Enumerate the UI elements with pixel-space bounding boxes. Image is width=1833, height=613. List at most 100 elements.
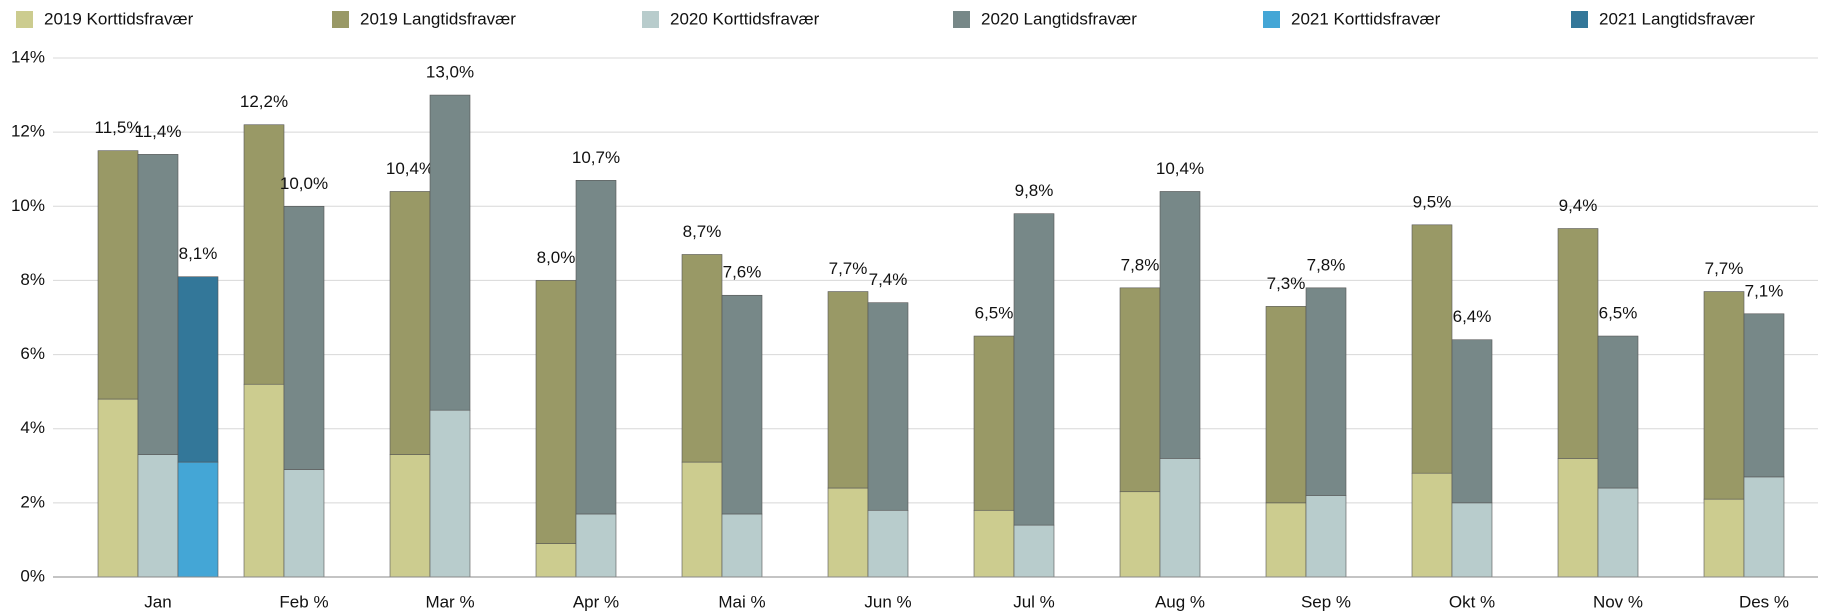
y-tick-label: 2% — [20, 492, 45, 511]
x-tick-label: Aug % — [1155, 592, 1205, 611]
bar-segment — [1119, 287, 1161, 493]
bar-segment — [681, 254, 723, 463]
y-tick-label: 14% — [11, 47, 45, 66]
bar-segment — [283, 469, 325, 578]
legend-swatch — [332, 11, 349, 28]
total-label: 9,4% — [1559, 196, 1598, 215]
total-label: 11,4% — [135, 122, 182, 141]
bar-segment — [97, 398, 139, 578]
y-tick-label: 8% — [20, 270, 45, 289]
bar-segment — [1265, 502, 1307, 578]
bar-segment — [681, 461, 723, 578]
bar-segment — [389, 191, 431, 455]
bar-segment — [1743, 313, 1785, 478]
total-label: 12,2% — [240, 92, 288, 111]
total-label: 7,1% — [1745, 281, 1784, 300]
bar-segment — [1411, 224, 1453, 474]
bar-segment — [1013, 524, 1055, 578]
legend-label: 2019 Korttidsfravær — [44, 9, 194, 28]
bar-segment — [973, 509, 1015, 578]
legend-swatch — [953, 11, 970, 28]
total-label: 7,7% — [1705, 259, 1744, 278]
legend-swatch — [642, 11, 659, 28]
bar-segment — [575, 180, 617, 515]
bar-segment — [867, 509, 909, 578]
total-label: 7,8% — [1121, 255, 1160, 274]
x-tick-label: Mai % — [718, 592, 765, 611]
bar-segment — [389, 454, 431, 578]
bar-segment — [1411, 472, 1453, 578]
legend-label: 2020 Korttidsfravær — [670, 9, 820, 28]
legend-label: 2021 Korttidsfravær — [1291, 9, 1441, 28]
bar-segment — [575, 513, 617, 578]
bar-segment — [137, 154, 179, 455]
x-tick-label: Okt % — [1449, 592, 1495, 611]
bar-segment — [1597, 335, 1639, 489]
total-label: 7,8% — [1307, 255, 1346, 274]
total-label: 10,4% — [386, 159, 434, 178]
legend-label: 2019 Langtidsfravær — [360, 9, 516, 28]
y-tick-label: 10% — [11, 196, 45, 215]
bar-segment — [429, 94, 471, 411]
x-tick-label: Sep % — [1301, 592, 1351, 611]
x-tick-label: Jan — [144, 592, 171, 611]
bar-segment — [243, 383, 285, 578]
bar-segment — [1119, 491, 1161, 578]
total-label: 10,4% — [1156, 159, 1204, 178]
x-tick-label: Nov % — [1593, 592, 1643, 611]
y-tick-label: 0% — [20, 566, 45, 585]
legend-swatch — [16, 11, 33, 28]
total-label: 10,0% — [280, 174, 328, 193]
bar-segment — [243, 124, 285, 385]
y-tick-label: 6% — [20, 344, 45, 363]
bar-segment — [1013, 213, 1055, 526]
x-tick-label: Apr % — [573, 592, 619, 611]
x-tick-label: Mar % — [425, 592, 474, 611]
bar-segment — [137, 454, 179, 578]
x-tick-label: Des % — [1739, 592, 1789, 611]
legend-swatch — [1571, 11, 1588, 28]
bar-segment — [535, 543, 577, 578]
total-label: 7,3% — [1267, 274, 1306, 293]
total-label: 7,4% — [869, 270, 908, 289]
total-label: 6,4% — [1453, 307, 1492, 326]
total-label: 10,7% — [572, 148, 620, 167]
bar-segment — [1305, 495, 1347, 578]
bar-segment — [721, 294, 763, 515]
bar-segment — [1159, 191, 1201, 459]
bar-segment — [973, 335, 1015, 511]
total-label: 7,7% — [829, 259, 868, 278]
bar-segment — [721, 513, 763, 578]
bar-segment — [177, 461, 219, 578]
y-tick-label: 12% — [11, 122, 45, 141]
bar-segment — [1557, 228, 1599, 459]
bar-segment — [177, 276, 219, 463]
bar-segment — [97, 150, 139, 400]
bar-segment — [1743, 476, 1785, 578]
x-tick-label: Feb % — [279, 592, 328, 611]
bar-segment — [827, 291, 869, 489]
bar-segment — [283, 205, 325, 470]
bar-segment — [1597, 487, 1639, 578]
x-tick-label: Jun % — [864, 592, 911, 611]
bar-segment — [1557, 458, 1599, 578]
bar-segment — [1265, 306, 1307, 504]
bar-segment — [535, 280, 577, 544]
bar-segment — [867, 302, 909, 511]
total-label: 8,7% — [683, 222, 722, 241]
bar-segment — [429, 409, 471, 578]
total-label: 6,5% — [975, 304, 1014, 323]
x-tick-label: Jul % — [1013, 592, 1055, 611]
legend-label: 2021 Langtidsfravær — [1599, 9, 1755, 28]
total-label: 7,6% — [723, 263, 762, 282]
y-tick-label: 4% — [20, 418, 45, 437]
total-label: 6,5% — [1599, 304, 1638, 323]
total-label: 9,5% — [1413, 192, 1452, 211]
total-label: 9,8% — [1015, 181, 1054, 200]
legend-swatch — [1263, 11, 1280, 28]
bar-segment — [1703, 291, 1745, 500]
bar-segment — [1451, 339, 1493, 504]
bar-segment — [1703, 498, 1745, 578]
legend-label: 2020 Langtidsfravær — [981, 9, 1137, 28]
